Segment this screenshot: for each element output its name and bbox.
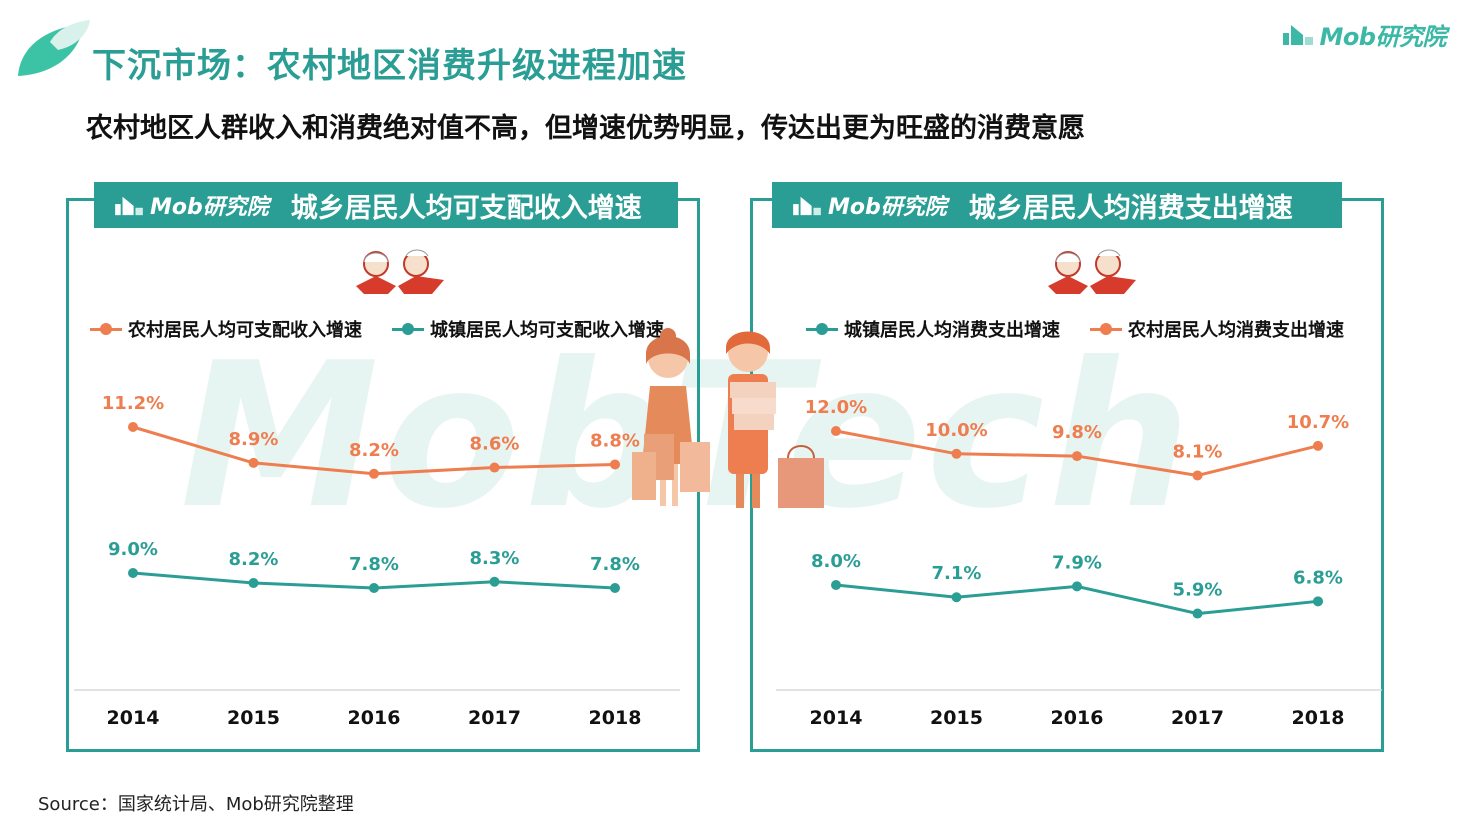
data-point [610, 459, 620, 470]
elderly-couple-icon [356, 249, 444, 294]
data-label: 10.0% [925, 420, 987, 441]
brand-logo: Mob研究院 [1281, 16, 1446, 52]
legend-label: 城镇居民人均可支配收入增速 [430, 320, 664, 341]
mob-logo-icon [1283, 25, 1314, 45]
income-chart-title: 城乡居民人均可支配收入增速 [290, 192, 642, 224]
legend-item: 农村居民人均消费支出增速 [1090, 316, 1344, 342]
shopping-couple-illustration [632, 328, 824, 508]
data-label: 9.0% [108, 539, 158, 560]
data-label: 7.1% [932, 563, 982, 584]
legend-label: 农村居民人均消费支出增速 [1128, 320, 1344, 341]
legend-swatch-orange [90, 323, 122, 335]
data-label: 6.8% [1293, 567, 1343, 588]
data-point [489, 462, 500, 473]
consumption-chart-title: 城乡居民人均消费支出增速 [968, 192, 1293, 224]
data-point [369, 583, 379, 593]
header-brand: Mob研究院 [112, 189, 269, 221]
x-tick-label: 2014 [107, 707, 160, 729]
data-point [1072, 451, 1082, 462]
brand-name: Mob研究院 [1319, 22, 1446, 51]
source-note: Source：国家统计局、Mob研究院整理 [38, 794, 354, 815]
data-label: 8.6% [470, 434, 520, 455]
income-line-chart: 2014 2015 2016 2017 2018 11.2% 8.9% 8.2% 8.6% 8.8… [74, 393, 680, 729]
data-label: 8.2% [229, 549, 279, 570]
income-chart-legend: 农村居民人均可支配收入增速 城镇居民人均可支配收入增速 [90, 316, 664, 342]
x-tick-label: 2014 [810, 707, 863, 729]
data-label: 8.3% [470, 548, 520, 569]
data-point [128, 568, 138, 578]
elderly-couple-icon [1048, 249, 1136, 294]
x-tick-label: 2017 [1171, 707, 1224, 729]
mob-logo-icon [793, 196, 821, 216]
x-tick-label: 2018 [589, 707, 642, 729]
data-point [831, 426, 841, 436]
legend-item: 城镇居民人均可支配收入增速 [392, 316, 664, 342]
data-label: 12.0% [805, 397, 867, 418]
data-point [1313, 440, 1323, 451]
x-tick-label: 2018 [1292, 707, 1345, 729]
x-tick-label: 2016 [348, 707, 401, 729]
data-point [248, 578, 259, 588]
data-label: 5.9% [1173, 580, 1223, 601]
x-tick-label: 2016 [1051, 707, 1104, 729]
page-subtitle: 农村地区人群收入和消费绝对值不高，但增速优势明显，传达出更为旺盛的消费意愿 [86, 113, 1085, 144]
data-point [128, 422, 138, 432]
header-brand-name: Mob研究院 [828, 195, 947, 220]
x-tick-label: 2017 [468, 707, 521, 729]
data-label: 10.7% [1287, 412, 1349, 433]
mob-logo-icon [115, 196, 143, 216]
data-point [1192, 470, 1203, 481]
data-point [248, 457, 259, 468]
header-brand: Mob研究院 [790, 189, 947, 221]
data-label: 8.2% [349, 440, 399, 461]
data-point [1313, 596, 1323, 607]
data-point [489, 576, 500, 587]
x-tick-label: 2015 [227, 707, 280, 729]
legend-item: 农村居民人均可支配收入增速 [90, 316, 362, 342]
legend-swatch-orange [1090, 323, 1122, 335]
legend-label: 农村居民人均可支配收入增速 [128, 320, 362, 341]
leaf-decoration-icon [18, 20, 90, 76]
header-brand-name: Mob研究院 [150, 195, 269, 220]
x-tick-label: 2015 [930, 707, 983, 729]
income-chart-header: Mob研究院 城乡居民人均可支配收入增速 [94, 182, 678, 228]
consumption-chart-header: Mob研究院 城乡居民人均消费支出增速 [772, 182, 1342, 228]
data-label: 9.8% [1052, 422, 1102, 443]
data-point [951, 448, 962, 459]
data-point [831, 580, 841, 590]
data-label: 8.0% [811, 551, 861, 572]
legend-swatch-teal [806, 323, 838, 335]
page-title: 下沉市场：农村地区消费升级进程加速 [92, 46, 687, 86]
data-point [951, 592, 962, 603]
data-point [1192, 608, 1203, 619]
consumption-chart-legend: 城镇居民人均消费支出增速 农村居民人均消费支出增速 [806, 316, 1344, 342]
legend-label: 城镇居民人均消费支出增速 [844, 320, 1060, 341]
data-label: 7.8% [349, 554, 399, 575]
data-label: 8.9% [229, 429, 279, 450]
legend-swatch-teal [392, 323, 424, 335]
data-label: 8.8% [590, 430, 640, 451]
data-point [369, 468, 379, 479]
consumption-line-chart: 2014 2015 2016 2017 2018 8.0% 7.1% 7.9% 5.9% 6.8%… [776, 397, 1382, 729]
data-label: 7.8% [590, 554, 640, 575]
data-label: 11.2% [102, 393, 164, 414]
legend-item: 城镇居民人均消费支出增速 [806, 316, 1060, 342]
data-label: 8.1% [1173, 441, 1223, 462]
data-point [1072, 581, 1082, 592]
data-point [610, 583, 620, 593]
data-label: 7.9% [1052, 552, 1102, 573]
